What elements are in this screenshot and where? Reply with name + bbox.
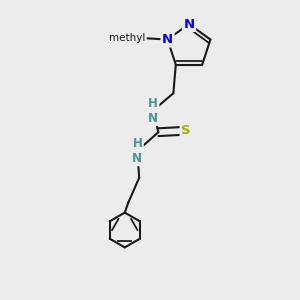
- Text: N: N: [183, 17, 195, 31]
- Text: H
N: H N: [132, 137, 142, 165]
- Text: H
N: H N: [148, 97, 158, 124]
- Text: methyl: methyl: [109, 33, 146, 43]
- Text: N: N: [162, 33, 173, 46]
- Text: S: S: [181, 124, 191, 137]
